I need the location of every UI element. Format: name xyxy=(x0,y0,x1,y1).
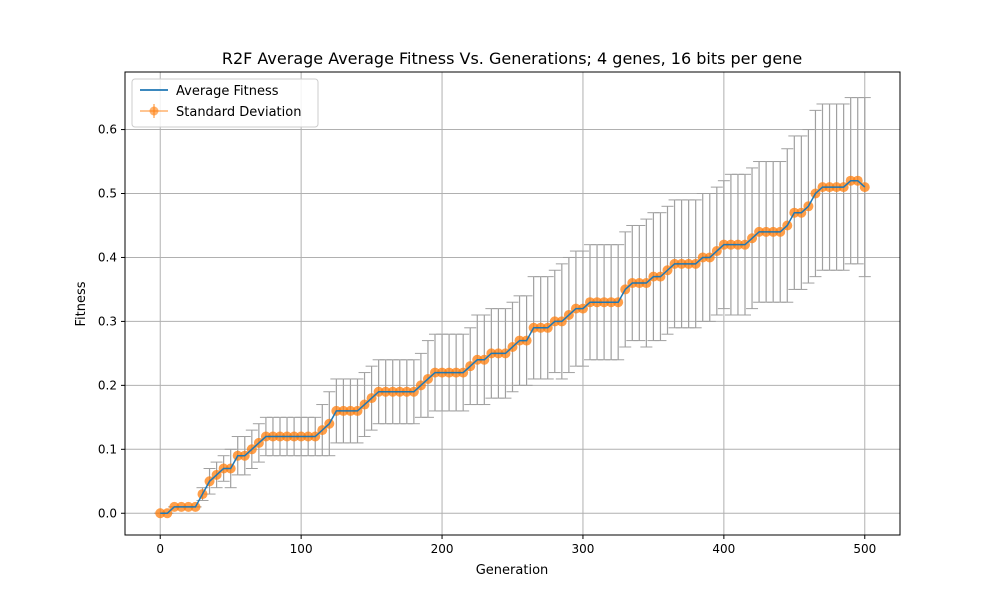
y-tick-label: 0.1 xyxy=(98,442,117,456)
y-tick-label: 0.6 xyxy=(98,123,117,137)
y-tick-label: 0.5 xyxy=(98,187,117,201)
y-axis-ticks: 0.0 0.1 0.2 0.3 0.4 0.5 0.6 xyxy=(98,123,125,520)
average-fitness-line xyxy=(160,179,866,515)
legend-label-average-fitness: Average Fitness xyxy=(176,84,279,99)
legend: Average Fitness Standard Deviation xyxy=(131,78,319,128)
x-tick-label: 200 xyxy=(431,542,454,556)
y-axis-label: Fitness xyxy=(74,281,89,326)
x-axis-ticks: 0 100 200 300 400 500 xyxy=(156,535,876,556)
y-tick-label: 0.0 xyxy=(98,506,117,520)
x-tick-label: 0 xyxy=(156,542,164,556)
legend-box xyxy=(131,78,319,128)
chart-title: R2F Average Average Fitness Vs. Generati… xyxy=(222,49,802,68)
x-tick-label: 500 xyxy=(853,542,876,556)
x-tick-label: 300 xyxy=(572,542,595,556)
y-tick-label: 0.3 xyxy=(98,314,117,328)
legend-marker-swatch xyxy=(149,106,159,116)
y-tick-label: 0.4 xyxy=(98,250,117,264)
y-tick-label: 0.2 xyxy=(98,378,117,392)
axes-frame xyxy=(124,71,901,536)
x-tick-label: 400 xyxy=(712,542,735,556)
x-axis-label: Generation xyxy=(476,563,549,578)
mean-line-group xyxy=(160,179,866,515)
x-tick-label: 100 xyxy=(290,542,313,556)
legend-label-standard-deviation: Standard Deviation xyxy=(176,105,301,120)
